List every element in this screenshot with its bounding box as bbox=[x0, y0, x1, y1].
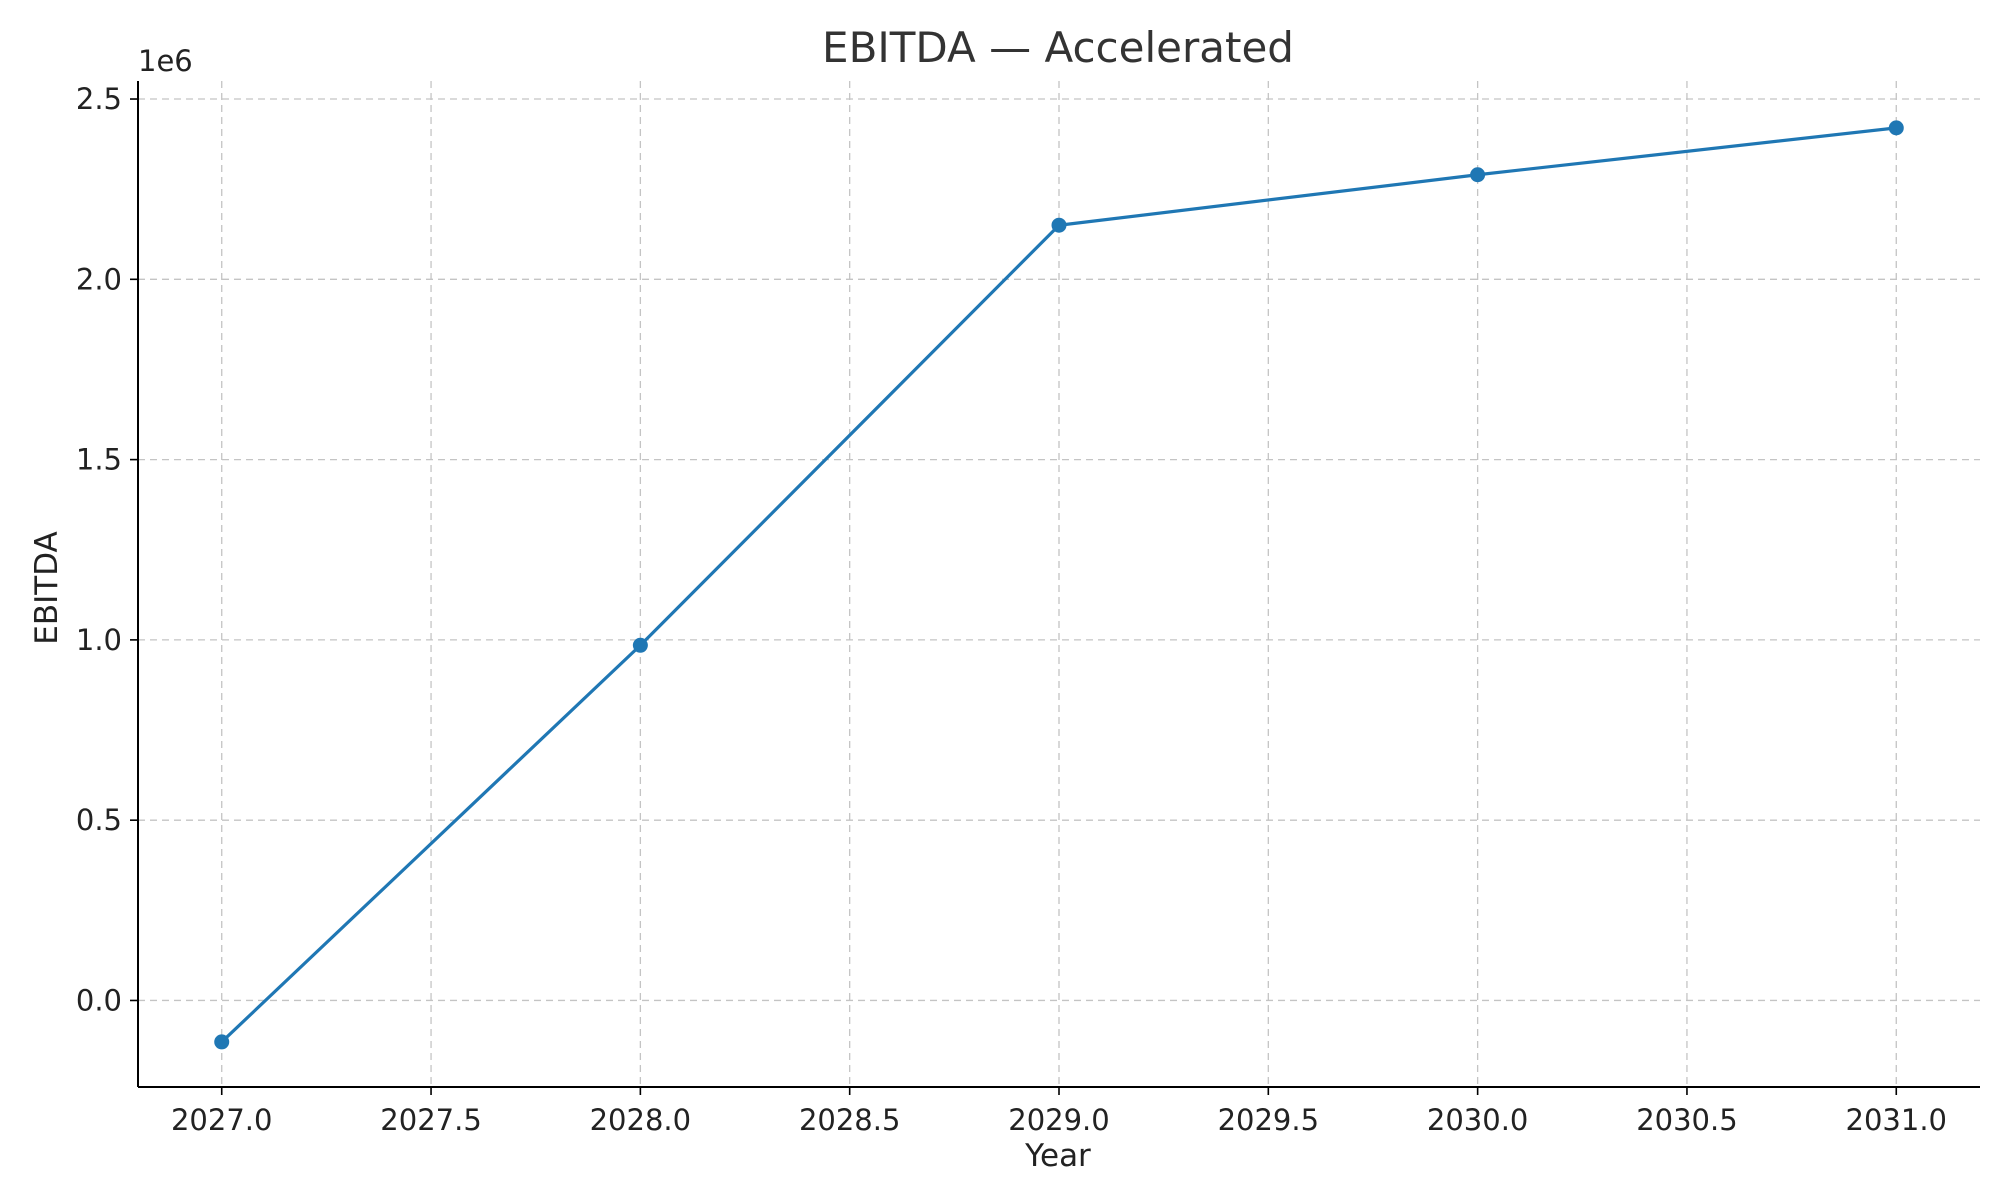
data-point bbox=[1888, 120, 1904, 136]
x-tick-label: 2030.5 bbox=[1636, 1103, 1737, 1137]
data-point bbox=[214, 1034, 230, 1050]
y-axis-label: EBITDA bbox=[29, 531, 65, 644]
x-tick-label: 2031.0 bbox=[1846, 1103, 1947, 1137]
y-tick-label: 0.5 bbox=[76, 803, 122, 837]
x-tick-label: 2029.0 bbox=[1008, 1103, 1109, 1137]
x-tick-label: 2029.5 bbox=[1218, 1103, 1319, 1137]
grid bbox=[138, 81, 1980, 1087]
x-tick-label: 2028.5 bbox=[799, 1103, 900, 1137]
data-point bbox=[632, 637, 648, 653]
ticks: 2027.0 2027.5 2028.0 2028.5 2029.0 2029.5 2030… bbox=[76, 82, 1947, 1137]
x-tick-label: 2030.0 bbox=[1427, 1103, 1528, 1137]
y-tick-label: 1.0 bbox=[76, 623, 122, 657]
series-layer bbox=[214, 120, 1904, 1050]
y-tick-label: 2.0 bbox=[76, 262, 122, 296]
y-axis-offset-label: 1e6 bbox=[138, 44, 193, 78]
chart-title: EBITDA — Accelerated bbox=[822, 23, 1294, 72]
x-axis-label: Year bbox=[1024, 1138, 1091, 1174]
x-tick-label: 2027.0 bbox=[171, 1103, 272, 1137]
data-point bbox=[1051, 217, 1067, 233]
y-tick-label: 2.5 bbox=[76, 82, 122, 116]
y-tick-label: 1.5 bbox=[76, 443, 122, 477]
data-point bbox=[1470, 167, 1486, 183]
x-tick-label: 2027.5 bbox=[380, 1103, 481, 1137]
y-tick-label: 0.0 bbox=[76, 983, 122, 1017]
x-tick-label: 2028.0 bbox=[590, 1103, 691, 1137]
